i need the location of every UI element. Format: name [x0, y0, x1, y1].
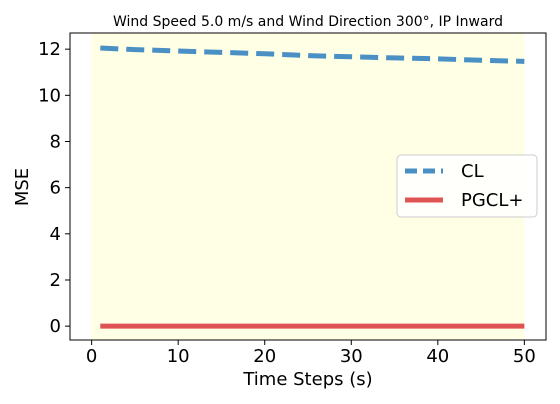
y-tick-label: 0: [50, 316, 61, 337]
chart-title: Wind Speed 5.0 m/s and Wind Direction 30…: [113, 14, 503, 30]
legend-label-cl: CL: [461, 161, 484, 182]
y-tick-label: 2: [50, 270, 61, 291]
x-tick-label: 40: [426, 346, 449, 367]
y-tick-label: 8: [50, 131, 61, 152]
x-tick-label: 10: [167, 346, 190, 367]
y-tick-label: 6: [50, 178, 61, 199]
y-tick-label: 12: [38, 39, 61, 60]
plot-frame: [69, 32, 547, 341]
x-axis-label: Time Steps (s): [242, 369, 372, 390]
legend-label-pgcl-plus: PGCL+: [461, 190, 523, 211]
series-line-cl: [100, 45, 525, 64]
x-tick-label: 50: [513, 346, 536, 367]
x-tick-label: 30: [340, 346, 363, 367]
x-tick-label: 0: [86, 346, 97, 367]
y-tick-label: 10: [38, 85, 61, 106]
y-axis-label: MSE: [12, 168, 33, 206]
legend: CL PGCL+: [396, 154, 538, 218]
x-tick-label: 20: [253, 346, 276, 367]
y-tick-label: 4: [50, 224, 61, 245]
